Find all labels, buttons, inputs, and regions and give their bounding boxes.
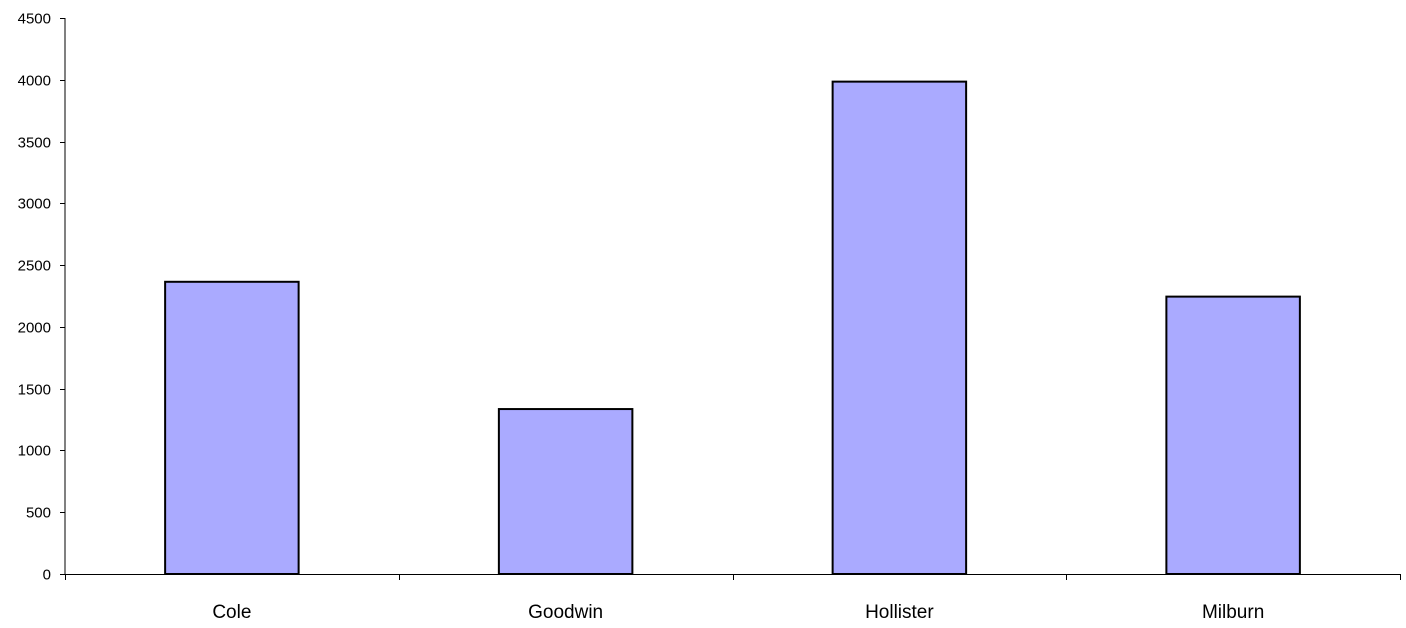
y-tick-label: 4500 <box>18 11 51 28</box>
bar-hollister <box>831 80 968 576</box>
y-tick-label: 4000 <box>18 73 51 90</box>
y-tick-label: 2500 <box>18 258 51 275</box>
x-category-label: Milburn <box>1202 602 1264 623</box>
y-tick-label: 1000 <box>18 443 51 460</box>
y-axis: 0 500 1000 1500 2000 2500 3000 3500 4000 4500 <box>18 11 66 584</box>
bar-goodwin <box>497 408 634 576</box>
x-axis: Cole Goodwin Hollister Milburn <box>65 574 1401 623</box>
bar-milburn <box>1165 295 1301 575</box>
x-category-label: Cole <box>212 602 251 623</box>
x-category-label: Hollister <box>865 602 934 623</box>
y-tick-label: 3000 <box>18 196 51 213</box>
bar-cole <box>164 280 300 575</box>
y-tick-label: 500 <box>26 505 51 522</box>
x-category-label: Goodwin <box>528 602 603 623</box>
bars <box>164 80 1301 576</box>
y-tick-label: 1500 <box>18 382 51 399</box>
y-tick-label: 2000 <box>18 320 51 337</box>
y-tick-label: 3500 <box>18 135 51 152</box>
y-tick-label: 0 <box>43 567 51 584</box>
